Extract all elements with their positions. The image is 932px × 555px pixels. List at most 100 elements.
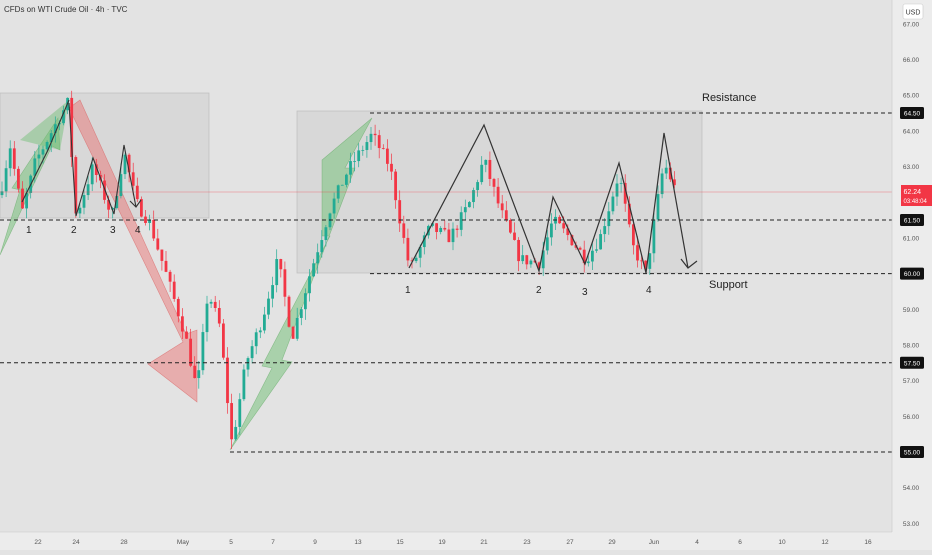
candle-40 <box>164 251 168 273</box>
candle-22 <box>90 157 94 192</box>
candle-57 <box>234 420 238 441</box>
candle-145 <box>595 238 598 253</box>
candle-4 <box>17 166 20 193</box>
candle-61 <box>250 340 254 364</box>
time-tick-15: 4 <box>695 539 699 546</box>
zigzag-left[interactable] <box>68 102 137 217</box>
time-tick-11: 23 <box>523 539 531 546</box>
price-tick-5: 58.00 <box>903 342 920 349</box>
candle-63 <box>258 327 262 339</box>
time-tick-4: 5 <box>229 539 233 546</box>
left-wave-label-2: 2 <box>71 225 77 236</box>
candle-60 <box>246 356 250 377</box>
zigzag-right[interactable] <box>408 123 689 274</box>
arrow-up-big[interactable] <box>229 117 373 451</box>
candle-64 <box>263 306 266 334</box>
level-tag-bg-2 <box>900 267 924 280</box>
candle-19 <box>78 203 82 218</box>
zigzag-left-arrowhead <box>129 199 142 208</box>
candle-50 <box>205 295 209 342</box>
candle-70 <box>287 295 291 328</box>
time-tick-17: 10 <box>778 539 786 546</box>
candle-84 <box>345 173 348 188</box>
candle-69 <box>283 261 287 307</box>
level-tag-bg-4 <box>900 446 924 458</box>
candle-117 <box>480 156 484 185</box>
candle-15 <box>62 105 65 126</box>
time-axis[interactable] <box>0 532 892 550</box>
candle-54 <box>222 318 225 360</box>
zigzag-left-up[interactable] <box>21 99 70 203</box>
candle-89 <box>365 135 369 158</box>
candle-86 <box>353 151 356 172</box>
candle-129 <box>529 259 533 268</box>
candle-119 <box>488 151 492 187</box>
candle-3 <box>12 141 16 176</box>
price-axis-level-tags: 64.50 61.50 60.00 57.50 55.00 <box>900 107 924 458</box>
candle-75 <box>308 269 311 302</box>
candle-111 <box>455 225 459 238</box>
candle-153 <box>627 196 631 228</box>
time-tick-8: 15 <box>396 539 404 546</box>
arrow-down[interactable] <box>68 99 198 403</box>
time-tick-9: 19 <box>438 539 446 546</box>
candle-41 <box>168 269 172 293</box>
candle-141 <box>578 246 582 251</box>
candle-148 <box>607 202 611 235</box>
candle-76 <box>312 258 315 277</box>
price-tick-12: 65.00 <box>903 93 920 100</box>
candle-42 <box>172 274 176 302</box>
left-wave-label-3: 3 <box>110 225 116 236</box>
candle-56 <box>230 393 233 450</box>
candle-37 <box>152 210 156 241</box>
candle-78 <box>320 230 324 258</box>
candle-1 <box>4 160 8 198</box>
candle-81 <box>332 192 336 219</box>
candle-122 <box>500 194 504 219</box>
time-tick-5: 7 <box>271 539 275 546</box>
candle-51 <box>209 299 213 308</box>
candle-74 <box>304 288 307 320</box>
levels <box>0 112 892 453</box>
candle-155 <box>636 236 639 268</box>
candle-103 <box>422 231 426 255</box>
candle-13 <box>53 116 57 143</box>
symbol-title: CFDs on WTI Crude Oil · 4h · TVC <box>4 5 128 14</box>
candle-71 <box>291 325 295 339</box>
price-tick-14: 67.00 <box>903 21 920 28</box>
candle-126 <box>517 237 520 272</box>
level-tag-bg-3 <box>900 356 924 369</box>
candle-154 <box>632 220 635 255</box>
candle-58 <box>238 393 242 436</box>
candle-113 <box>463 199 467 221</box>
candle-68 <box>279 258 283 278</box>
currency-badge[interactable] <box>902 3 924 20</box>
right-wave-label-2: 2 <box>536 285 542 296</box>
left-wave-labels: 1 2 3 4 <box>26 225 141 236</box>
candle-115 <box>472 187 475 209</box>
candle-149 <box>611 191 615 215</box>
level-tag-0: 64.50 <box>904 111 921 118</box>
candle-96 <box>394 169 397 209</box>
price-tick-11: 64.00 <box>903 128 920 135</box>
time-tick-12: 27 <box>566 539 574 546</box>
candle-142 <box>582 240 586 273</box>
level-tag-4: 55.00 <box>904 450 921 457</box>
level-tag-1: 61.50 <box>904 218 921 225</box>
candle-161 <box>660 168 664 199</box>
candle-95 <box>390 153 393 181</box>
time-tick-16: 6 <box>738 539 742 546</box>
candle-91 <box>373 124 377 146</box>
candle-2 <box>8 140 12 177</box>
candle-109 <box>447 222 451 243</box>
candle-114 <box>468 200 471 208</box>
right-wave-label-1: 1 <box>405 285 411 296</box>
right-wave-label-3: 3 <box>582 287 588 298</box>
candle-128 <box>525 254 529 270</box>
candle-44 <box>181 308 184 340</box>
time-tick-10: 21 <box>480 539 488 546</box>
candle-159 <box>652 212 656 263</box>
candle-66 <box>271 276 274 308</box>
